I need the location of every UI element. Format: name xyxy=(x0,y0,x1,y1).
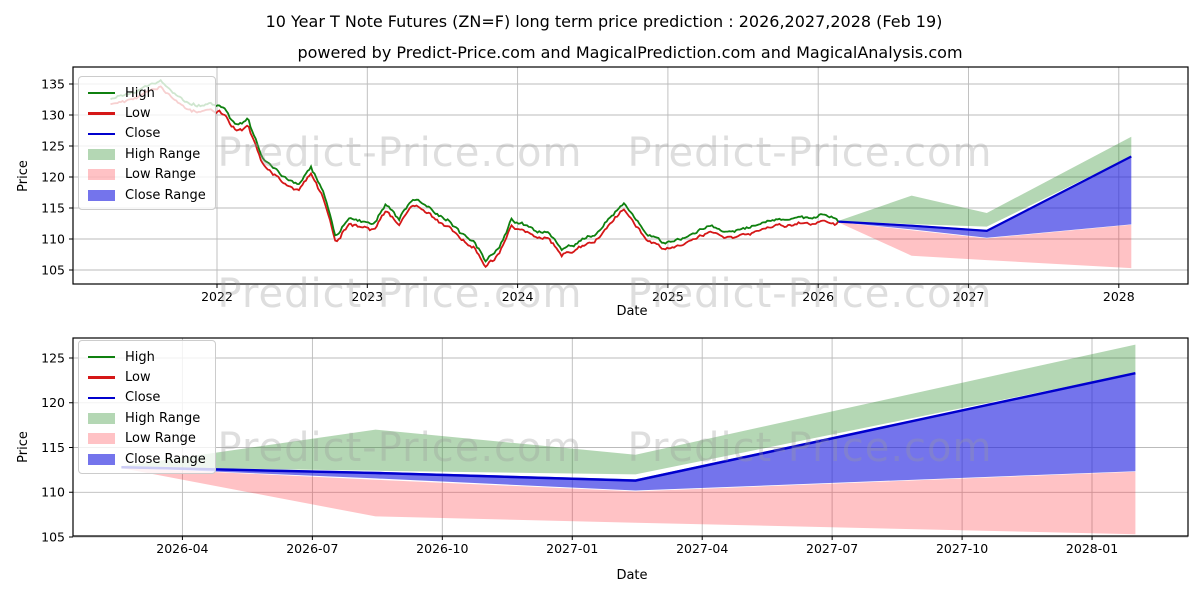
bottom-chart-xlabel: Date xyxy=(616,568,648,583)
watermark-text: Predict-Price.com xyxy=(628,130,993,176)
watermark-text: Predict-Price.com xyxy=(628,271,993,317)
tick-label-x: 2027 xyxy=(953,289,985,304)
legend-item-close-range: Close Range xyxy=(79,449,215,469)
tick-label-y: 120 xyxy=(41,169,65,184)
legend-label: Close Range xyxy=(125,451,206,467)
legend-line-swatch xyxy=(88,132,115,136)
figure-subtitle: powered by Predict-Price.com and Magical… xyxy=(297,43,963,62)
legend-patch-swatch xyxy=(88,189,115,201)
tick-label-x: 2022 xyxy=(201,289,233,304)
tick-label-y: 105 xyxy=(41,529,65,544)
legend-item-high: High xyxy=(79,83,215,103)
legend-label: High xyxy=(125,85,155,101)
tick-label-y: 110 xyxy=(41,231,65,246)
legend-label: Low xyxy=(125,106,151,122)
top-chart-close-forecast-line xyxy=(838,155,1132,233)
top-chart-close-range-band xyxy=(838,156,1132,238)
figure-title: 10 Year T Note Futures (ZN=F) long term … xyxy=(265,12,943,31)
bottom-chart-ylabel: Price xyxy=(16,431,31,463)
bottom-chart-close-forecast-line xyxy=(121,371,1136,482)
legend-label: High Range xyxy=(125,146,201,162)
tick-label-x: 2026-10 xyxy=(416,541,468,556)
legend-label: Low xyxy=(125,370,151,386)
top-chart-low-range-band xyxy=(838,222,1132,269)
legend-label: Low Range xyxy=(125,167,196,183)
legend-label: Low Range xyxy=(125,431,196,447)
tick-label-y: 110 xyxy=(41,485,65,500)
bottom-chart-legend: High Low Close High Range Low Range Close Ran… xyxy=(78,340,216,475)
tick-label-x: 2027-01 xyxy=(546,541,598,556)
bottom-chart-axes: 2026-04 2026-07 2026-10 2027-01 2027-04 2027-… xyxy=(41,337,1189,556)
legend-label: Close Range xyxy=(125,187,206,203)
tick-label-x: 2028 xyxy=(1103,289,1135,304)
top-chart-axes: 2022 2023 2024 2025 2026 2027 2028 105 110 115 120… xyxy=(41,66,1189,304)
tick-label-y: 115 xyxy=(41,200,65,215)
tick-label-x: 2027-10 xyxy=(936,541,988,556)
legend-patch-swatch xyxy=(88,148,115,160)
legend-patch-swatch xyxy=(88,412,115,424)
legend-patch-swatch xyxy=(88,453,115,465)
tick-label-y: 115 xyxy=(41,440,65,455)
legend-label: High Range xyxy=(125,410,201,426)
legend-line-swatch xyxy=(88,112,115,115)
legend-line-swatch xyxy=(88,376,115,379)
tick-label-x: 2026-04 xyxy=(156,541,208,556)
tick-label-x: 2024 xyxy=(502,289,534,304)
top-chart-high-range-band xyxy=(838,136,1132,227)
top-chart-xlabel: Date xyxy=(616,304,648,319)
watermark-text: Predict-Price.com xyxy=(628,425,993,471)
tick-label-x: 2027-04 xyxy=(676,541,728,556)
tick-label-y: 125 xyxy=(41,350,65,365)
top-chart-legend: High Low Close High Range Low Range Close Ran… xyxy=(78,76,216,211)
legend-line-swatch xyxy=(88,396,115,400)
watermark-text: Predict-Price.com xyxy=(218,271,583,317)
legend-item-low: Low xyxy=(79,103,215,123)
legend-item-close-range: Close Range xyxy=(79,185,215,205)
legend-item-close: Close xyxy=(79,388,215,408)
legend-line-swatch xyxy=(88,91,115,95)
legend-item-low-range: Low Range xyxy=(79,165,215,185)
tick-label-y: 130 xyxy=(41,107,65,122)
tick-label-y: 105 xyxy=(41,262,65,277)
tick-label-y: 125 xyxy=(41,138,65,153)
tick-label-x: 2026 xyxy=(802,289,834,304)
tick-label-x: 2025 xyxy=(652,289,684,304)
legend-item-high-range: High Range xyxy=(79,144,215,164)
tick-label-y: 120 xyxy=(41,395,65,410)
tick-label-x: 2023 xyxy=(351,289,383,304)
bottom-chart-spines xyxy=(72,337,1189,537)
tick-label-x: 2027-07 xyxy=(806,541,858,556)
history-high-line xyxy=(110,78,839,263)
top-chart-ylabel: Price xyxy=(16,160,31,192)
legend-label: Close xyxy=(125,126,161,142)
bottom-chart-close-range-band xyxy=(121,372,1136,491)
watermark-text: Predict-Price.com xyxy=(218,130,583,176)
bottom-chart-high-range-band xyxy=(121,344,1136,475)
bottom-chart-low-range-band xyxy=(121,467,1136,535)
legend-label: High xyxy=(125,349,155,365)
legend-patch-swatch xyxy=(88,169,115,181)
legend-patch-swatch xyxy=(88,433,115,445)
legend-item-close: Close xyxy=(79,124,215,144)
history-low-line xyxy=(110,85,839,269)
legend-label: Close xyxy=(125,390,161,406)
legend-line-swatch xyxy=(88,355,115,359)
legend-item-low: Low xyxy=(79,367,215,387)
tick-label-x: 2026-07 xyxy=(286,541,338,556)
tick-label-y: 135 xyxy=(41,76,65,91)
top-chart-spines xyxy=(72,66,1189,285)
tick-label-x: 2028-01 xyxy=(1066,541,1118,556)
watermark-text: Predict-Price.com xyxy=(218,425,583,471)
legend-item-high-range: High Range xyxy=(79,408,215,428)
legend-item-low-range: Low Range xyxy=(79,429,215,449)
legend-item-high: High xyxy=(79,347,215,367)
